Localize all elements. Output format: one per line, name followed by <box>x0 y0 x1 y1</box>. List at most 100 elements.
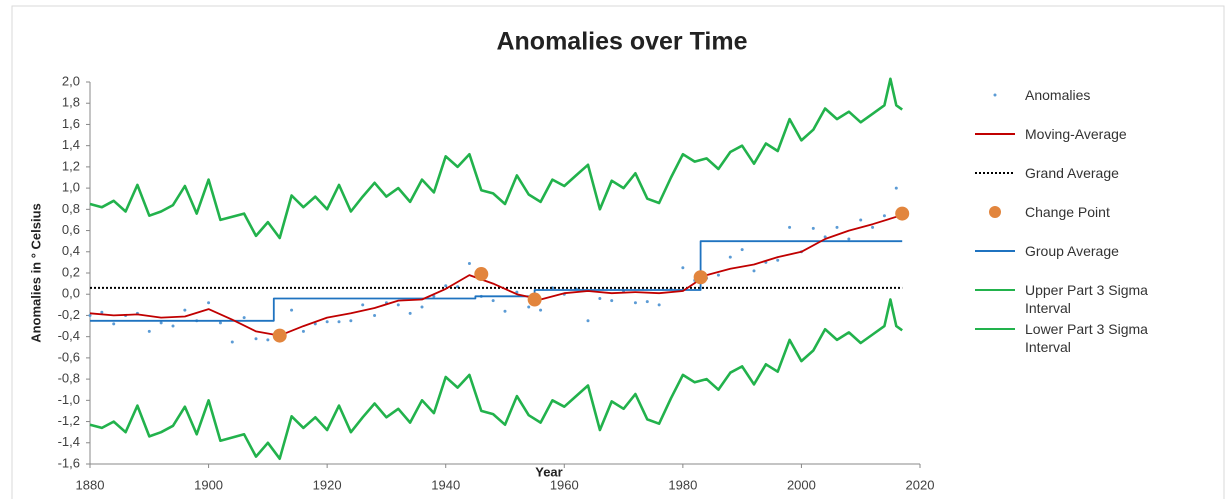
anomaly-point <box>112 322 116 326</box>
anomaly-point <box>349 319 353 323</box>
y-tick-label: -1,4 <box>58 434 80 449</box>
y-tick-label: 0,2 <box>62 264 80 279</box>
anomaly-point <box>503 309 507 313</box>
anomaly-point <box>598 296 602 300</box>
y-tick-label: 0,8 <box>62 201 80 216</box>
anomaly-point <box>752 269 756 273</box>
legend-label: Group Average <box>1025 243 1119 259</box>
y-tick-label: -0,4 <box>58 328 80 343</box>
anomaly-point <box>657 303 661 307</box>
y-tick-label: 1,4 <box>62 137 80 152</box>
legend-item: Anomalies <box>975 86 1175 125</box>
legend-swatch <box>975 250 1015 252</box>
anomaly-point <box>242 316 246 320</box>
chart-frame <box>11 5 1225 504</box>
legend-label: Grand Average <box>1025 165 1119 181</box>
anomaly-point <box>444 284 448 288</box>
anomaly-point <box>716 273 720 277</box>
x-tick-label: 1960 <box>550 477 579 492</box>
y-tick-label: -0,2 <box>58 307 80 322</box>
change-point <box>272 328 287 343</box>
x-axis-label: Year <box>535 464 562 479</box>
anomaly-point <box>100 310 104 314</box>
anomaly-point <box>740 248 744 252</box>
anomaly-point <box>527 305 531 309</box>
legend-item: Lower Part 3 Sigma Interval <box>975 320 1175 359</box>
anomaly-point <box>373 313 377 317</box>
legend: Anomalies Moving-Average Grand Average Chan… <box>975 86 1175 359</box>
anomaly-point <box>325 320 329 324</box>
anomaly-point <box>337 320 341 324</box>
x-tick-label: 1880 <box>76 477 105 492</box>
legend-swatch <box>989 206 1001 218</box>
series-line <box>89 298 903 460</box>
y-tick-label: -1,0 <box>58 392 80 407</box>
anomaly-point <box>788 225 792 229</box>
anomaly-point <box>835 225 839 229</box>
legend-marker <box>993 93 997 97</box>
anomaly-point <box>811 226 815 230</box>
x-tick-label: 1940 <box>431 477 460 492</box>
anomaly-point <box>467 261 471 265</box>
anomaly-point <box>633 301 637 305</box>
anomaly-point <box>539 308 543 312</box>
legend-item: Moving-Average <box>975 125 1175 164</box>
legend-swatch <box>993 93 997 97</box>
y-axis-label: Anomalies in ° Celsius <box>28 203 43 343</box>
anomaly-point <box>610 299 614 303</box>
change-point <box>693 270 708 285</box>
legend-swatch <box>975 172 1015 174</box>
y-tick-label: 0,0 <box>62 286 80 301</box>
anomaly-point <box>847 237 851 241</box>
anomaly-point <box>823 235 827 239</box>
anomaly-point <box>645 300 649 304</box>
y-tick-label: 1,2 <box>62 158 80 173</box>
y-tick-label: 1,6 <box>62 116 80 131</box>
anomaly-point <box>290 308 294 312</box>
anomaly-point <box>408 311 412 315</box>
anomaly-point <box>361 303 365 307</box>
legend-item: Upper Part 3 Sigma Interval <box>975 281 1175 320</box>
anomaly-point <box>728 255 732 259</box>
y-tick-label: -1,2 <box>58 413 80 428</box>
series-line <box>89 213 903 337</box>
anomaly-point <box>301 329 305 333</box>
legend-label: Moving-Average <box>1025 126 1127 142</box>
legend-swatch <box>975 133 1015 135</box>
anomaly-point <box>159 321 163 325</box>
legend-item: Group Average <box>975 242 1175 281</box>
legend-swatch <box>975 289 1015 291</box>
anomaly-point <box>254 337 258 341</box>
anomaly-point <box>183 308 187 312</box>
anomaly-point <box>171 324 175 328</box>
legend-swatch <box>975 328 1015 330</box>
y-tick-label: 1,8 <box>62 95 80 110</box>
anomaly-point <box>420 305 424 309</box>
x-tick-label: 1980 <box>668 477 697 492</box>
legend-item: Grand Average <box>975 164 1175 203</box>
anomaly-point <box>218 321 222 325</box>
series-line <box>89 77 903 240</box>
anomaly-point <box>681 266 685 270</box>
x-tick-label: 1920 <box>313 477 342 492</box>
legend-label: Upper Part 3 Sigma Interval <box>1025 282 1148 316</box>
legend-marker <box>989 206 1001 218</box>
change-point <box>527 292 542 307</box>
anomaly-point <box>230 340 234 344</box>
anomaly-point <box>396 303 400 307</box>
y-tick-label: 2,0 <box>62 73 80 88</box>
x-tick-label: 2020 <box>906 477 935 492</box>
y-tick-label: -0,8 <box>58 371 80 386</box>
legend-label: Change Point <box>1025 204 1110 220</box>
anomaly-point <box>776 258 780 262</box>
anomaly-point <box>147 329 151 333</box>
anomaly-point <box>313 322 317 326</box>
y-tick-label: 1,0 <box>62 180 80 195</box>
anomaly-point <box>491 299 495 303</box>
anomaly-point <box>207 301 211 305</box>
chart-title: Anomalies over Time <box>496 28 747 56</box>
anomaly-point <box>871 225 875 229</box>
series-line <box>90 240 903 322</box>
anomaly-point <box>894 186 898 190</box>
